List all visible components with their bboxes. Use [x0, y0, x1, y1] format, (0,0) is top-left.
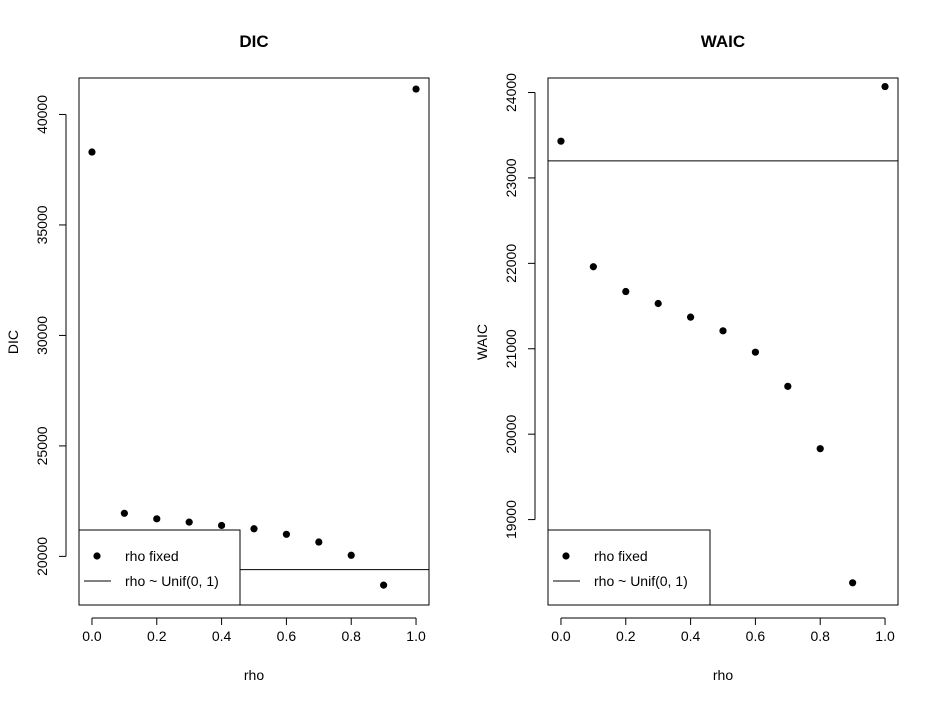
waic-y-axis-label: WAIC: [474, 324, 490, 360]
waic-title: WAIC: [701, 32, 745, 51]
dic-y-tick-label: 20000: [34, 537, 50, 576]
dic-x-tick-label: 1.0: [406, 628, 426, 644]
waic-panel: WAIC rho WAIC 0.0 0.2 0.4 0.6 0.8 1.0 19000 200…: [474, 32, 899, 683]
dic-y-axis-label: DIC: [5, 330, 21, 354]
dic-y-tick-label: 30000: [34, 316, 50, 355]
waic-y-tick-label: 20000: [503, 414, 519, 453]
waic-legend-point-key: [562, 552, 570, 560]
waic-y-tick-label: 22000: [503, 244, 519, 283]
dic-data-point: [315, 538, 323, 546]
dic-data-point: [153, 515, 161, 523]
waic-x-tick-label: 0.4: [681, 628, 701, 644]
waic-y-tick-label: 24000: [503, 73, 519, 112]
dic-x-axis-label: rho: [244, 667, 264, 683]
waic-x-tick-label: 0.2: [616, 628, 636, 644]
waic-y-tick-label: 19000: [503, 500, 519, 539]
dic-legend-label-unif: rho ~ Unif(0, 1): [125, 573, 219, 589]
waic-data-point: [557, 137, 565, 145]
waic-plot-frame: [547, 77, 899, 606]
waic-data-point: [881, 82, 889, 91]
waic-legend-box: [547, 529, 711, 606]
dic-data-point: [250, 525, 258, 533]
dic-y-tick-label: 40000: [34, 95, 50, 134]
dic-data-point: [412, 85, 420, 93]
dic-plot-frame: [78, 77, 430, 606]
waic-data-point: [622, 287, 630, 296]
dic-y-tick-label: 25000: [34, 426, 50, 465]
dic-data-point: [282, 530, 291, 538]
dic-x-tick-label: 0.4: [212, 628, 232, 644]
waic-legend-label-unif: rho ~ Unif(0, 1): [594, 573, 688, 589]
waic-data-point: [654, 299, 662, 308]
waic-data-point: [589, 263, 597, 271]
dic-data-point: [120, 509, 128, 517]
dic-legend-label-fixed: rho fixed: [125, 548, 179, 564]
waic-x-tick-label: 0.6: [746, 628, 766, 644]
dic-data-point: [88, 148, 96, 156]
waic-data-point: [784, 382, 792, 390]
dic-data-point: [217, 521, 226, 530]
dic-legend-box: [78, 529, 241, 606]
waic-y-tick-label: 21000: [503, 329, 519, 368]
waic-data-point: [719, 327, 727, 335]
dic-data-point: [347, 551, 355, 559]
dic-title: DIC: [239, 32, 268, 51]
dic-panel: DIC rho DIC 0.0 0.2 0.4 0.6 0.8 1.0 20000 25000…: [5, 32, 430, 683]
dic-y-tick-label: 35000: [34, 205, 50, 244]
dic-legend-point-key: [93, 552, 101, 560]
waic-x-axis-label: rho: [713, 667, 733, 683]
waic-data-point: [849, 579, 857, 587]
dic-data-point: [185, 518, 193, 526]
waic-x-tick-label: 0.8: [810, 628, 830, 644]
waic-x-tick-label: 1.0: [875, 628, 895, 644]
waic-legend-label-fixed: rho fixed: [594, 548, 648, 564]
dic-x-tick-label: 0.2: [147, 628, 167, 644]
dic-data-point: [380, 581, 388, 589]
dic-x-tick-label: 0.0: [82, 628, 102, 644]
dic-x-tick-label: 0.8: [341, 628, 361, 644]
waic-x-tick-label: 0.0: [551, 628, 571, 644]
waic-data-point: [816, 445, 824, 453]
waic-data-point: [686, 313, 695, 321]
dic-x-tick-label: 0.6: [277, 628, 297, 644]
waic-y-tick-label: 23000: [503, 158, 519, 197]
waic-data-point: [751, 348, 760, 356]
